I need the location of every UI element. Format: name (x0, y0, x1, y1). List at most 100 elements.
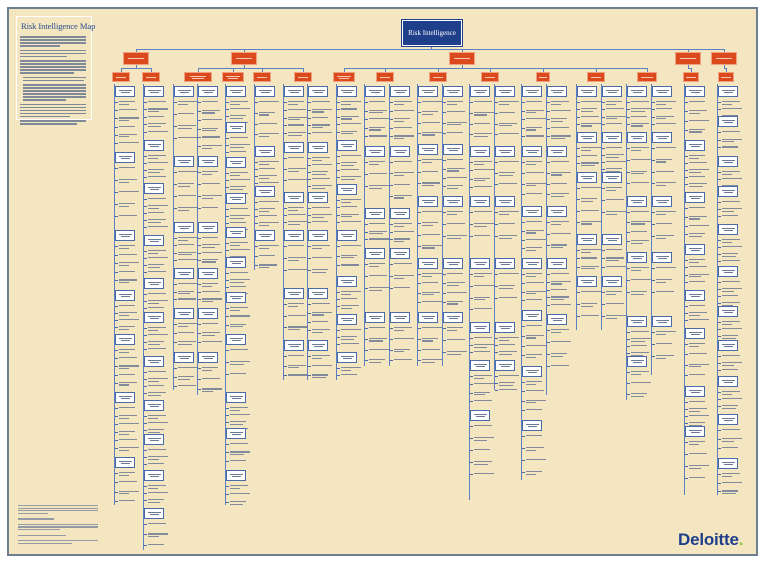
list-item (394, 223, 412, 228)
category-box (685, 140, 705, 151)
bullet-tick (443, 236, 446, 237)
node-text-mark (454, 58, 470, 59)
item-text-mark (202, 197, 213, 199)
category-text-mark (177, 159, 191, 161)
list-item (722, 438, 742, 443)
bullet-tick (174, 284, 177, 285)
bullet-tick (308, 321, 311, 323)
list-item (551, 280, 571, 286)
list-item (447, 185, 463, 190)
item-text-mark (722, 481, 742, 483)
bullet-tick (365, 186, 368, 187)
list-item (499, 183, 517, 186)
category-text-mark (311, 195, 325, 197)
bullet-tick (144, 301, 147, 302)
list-item (148, 533, 168, 538)
list-item (288, 124, 304, 127)
list-item (526, 109, 544, 115)
connector-line (438, 68, 439, 72)
item-text-mark (422, 184, 434, 187)
item-text-mark (230, 309, 240, 311)
bullet-tick (174, 368, 177, 369)
item-text-mark (312, 187, 325, 189)
bullet-tick (418, 212, 421, 213)
item-text-mark (499, 287, 513, 289)
item-text-mark (606, 317, 617, 319)
bullet-tick (547, 281, 550, 283)
bullet-tick (144, 308, 147, 309)
category-text-mark (657, 138, 667, 140)
item-text-mark (631, 373, 641, 375)
item-text-mark (551, 135, 571, 137)
bullet-tick (226, 494, 229, 495)
category-text-mark (580, 175, 594, 177)
list-item (341, 108, 357, 111)
bullet-tick (685, 170, 688, 171)
item-text-mark (606, 265, 626, 267)
item-text-mark (202, 109, 220, 112)
item-text-mark (288, 119, 300, 121)
item-text-mark (312, 164, 332, 166)
item-text-mark (689, 314, 700, 316)
item-text-mark (722, 490, 738, 492)
item-text-mark (722, 337, 736, 339)
item-text-mark (148, 219, 166, 221)
bullet-tick (522, 291, 525, 293)
bullet-tick (337, 170, 340, 171)
category-box (115, 334, 135, 345)
list-item (474, 375, 492, 380)
connector-line (596, 68, 597, 72)
item-text-mark (631, 340, 645, 342)
bullet-tick (652, 292, 655, 293)
list-item (474, 437, 494, 442)
category-text-mark (229, 230, 243, 232)
list-item (394, 327, 412, 332)
item-text-mark (312, 132, 332, 134)
item-text-mark (689, 465, 709, 467)
category-box (226, 292, 246, 303)
category-box (337, 352, 357, 363)
category-text-mark (395, 214, 405, 216)
item-text-mark (230, 421, 246, 423)
bullet-tick (602, 109, 605, 111)
intro-text-line (20, 44, 60, 47)
bullet-tick (443, 292, 446, 294)
bullet-tick (255, 112, 258, 114)
bullet-tick (198, 342, 201, 343)
category-box (547, 146, 567, 157)
category-text-mark (149, 476, 159, 478)
category-text-mark (340, 143, 354, 145)
footer-text-line (18, 534, 66, 536)
category-box (718, 414, 738, 425)
bullet-tick (226, 308, 229, 309)
item-text-mark (722, 369, 738, 371)
category-text-mark (552, 152, 562, 154)
item-text-mark (259, 201, 279, 203)
item-text-mark (369, 185, 389, 187)
list-item (422, 159, 442, 164)
list-item (499, 172, 515, 177)
item-text-mark (312, 171, 328, 173)
item-text-mark (689, 410, 700, 412)
bullet-tick (652, 268, 655, 269)
list-item (656, 267, 676, 270)
list-item (422, 282, 438, 285)
category-text-mark (446, 261, 460, 263)
item-text-mark (230, 108, 250, 110)
item-text-mark (689, 185, 703, 187)
list-item (606, 187, 622, 192)
bullet-tick (685, 120, 688, 122)
list-item (447, 101, 463, 106)
bullet-tick (337, 109, 340, 111)
item-text-mark (474, 394, 485, 396)
item-text-mark (656, 279, 672, 281)
item-text-mark (474, 185, 492, 187)
list-item (202, 207, 218, 210)
item-text-mark (581, 187, 601, 189)
bullet-tick (226, 187, 229, 188)
bullet-tick (174, 259, 177, 261)
level2-node (683, 72, 699, 82)
item-text-mark (689, 169, 709, 171)
category-text-mark (147, 437, 161, 439)
bullet-tick (718, 322, 721, 323)
